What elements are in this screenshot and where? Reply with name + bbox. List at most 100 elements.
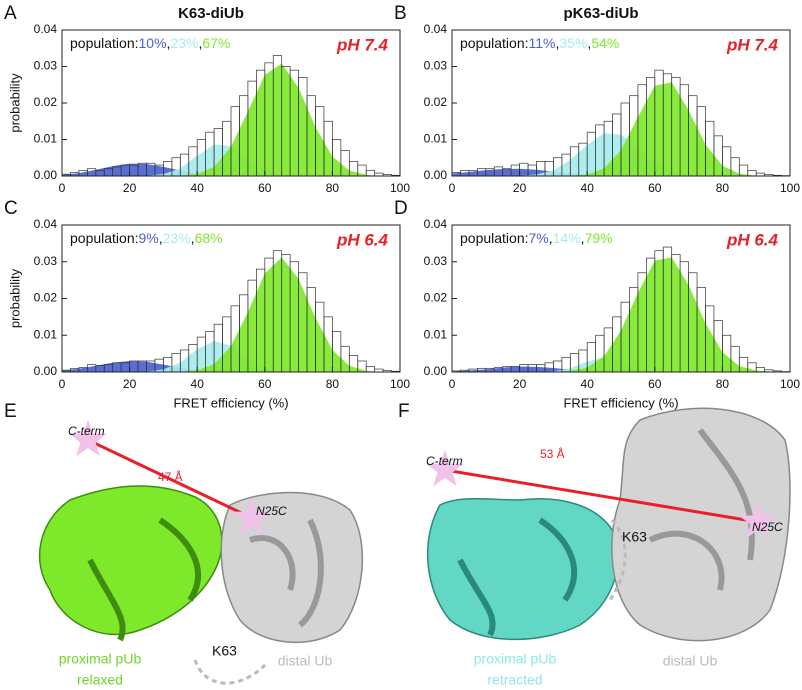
x-tick-label: 20 — [513, 377, 527, 391]
population-value: 79% — [585, 230, 613, 246]
separator: , — [191, 230, 195, 246]
ph-label: pH 6.4 — [336, 230, 389, 249]
x-axis-label: FRET efficiency (%) — [173, 395, 288, 410]
ph-label: pH 6.4 — [726, 230, 779, 249]
star — [426, 450, 464, 487]
x-tick-label: 60 — [258, 377, 272, 391]
y-tick-label: 0.02 — [424, 95, 448, 109]
separator: , — [198, 35, 202, 51]
population-value: 35% — [559, 35, 587, 51]
y-tick-label: 0.01 — [34, 327, 58, 341]
x-tick-label: 80 — [326, 377, 340, 391]
panel-letter: E — [4, 401, 17, 422]
panel-letter: A — [4, 3, 17, 24]
y-axis-label: probability — [7, 268, 22, 328]
proximal-label: proximal pUb — [59, 651, 142, 667]
k63-label: K63 — [212, 643, 237, 659]
x-tick-label: 60 — [648, 377, 662, 391]
distal-label: distal Ub — [278, 653, 333, 669]
distance-label: 53 Å — [540, 446, 565, 461]
x-axis-label: FRET efficiency (%) — [563, 395, 678, 410]
structure-e — [38, 420, 364, 685]
y-tick-label: 0.01 — [424, 327, 448, 341]
ribbon-detail — [249, 518, 324, 628]
separator: , — [167, 35, 171, 51]
y-tick-label: 0.04 — [424, 217, 448, 231]
y-tick-label: 0.01 — [34, 132, 58, 146]
distance-line — [87, 438, 253, 520]
population-label: population: — [70, 35, 139, 51]
ribbon-detail — [457, 517, 577, 637]
x-tick-label: 100 — [780, 377, 800, 391]
ribbon-detail — [648, 428, 755, 591]
x-tick-label: 80 — [326, 181, 340, 195]
ph-label: pH 7.4 — [336, 35, 389, 54]
cterm-label: C-term — [426, 454, 463, 468]
y-tick-label: 0.00 — [34, 364, 58, 378]
x-tick-label: 0 — [449, 181, 456, 195]
histogram-panel: 0.00 0.01 0.02 0.03 0.04 0 20 40 60 80 100 D FRET ef… — [394, 198, 800, 410]
y-tick-label: 0.00 — [424, 364, 448, 378]
y-tick-label: 0.00 — [424, 168, 448, 182]
x-tick-label: 100 — [390, 377, 410, 391]
y-tick-label: 0.00 — [34, 168, 58, 182]
x-tick-label: 40 — [191, 377, 205, 391]
x-tick-label: 80 — [716, 377, 730, 391]
population-value: 23% — [163, 230, 191, 246]
linker — [608, 518, 627, 601]
separator: , — [549, 230, 553, 246]
proximal-label: retracted — [487, 672, 542, 688]
x-tick-label: 40 — [581, 181, 595, 195]
n25c-label: N25C — [256, 504, 287, 518]
panel-letter: D — [394, 198, 408, 219]
y-tick-label: 0.03 — [424, 59, 448, 73]
y-tick-label: 0.04 — [424, 22, 448, 36]
distal-label: distal Ub — [663, 653, 718, 669]
star — [233, 498, 271, 535]
population-value: 10% — [139, 35, 167, 51]
y-axis-label: probability — [7, 73, 22, 133]
proximal-label: relaxed — [77, 672, 123, 688]
population-label: population: — [460, 230, 529, 246]
ph-label: pH 7.4 — [726, 35, 779, 54]
population-value: 67% — [202, 35, 230, 51]
x-tick-label: 20 — [513, 181, 527, 195]
x-tick-label: 20 — [123, 377, 137, 391]
population-label: population: — [70, 230, 139, 246]
x-tick-label: 0 — [59, 181, 66, 195]
population-annotation: population:11%,35%,54% — [460, 35, 619, 51]
distance-line — [444, 468, 759, 524]
y-tick-label: 0.02 — [34, 95, 58, 109]
cterm-label: C-term — [68, 424, 105, 438]
separator: , — [587, 35, 591, 51]
population-value: 14% — [553, 230, 581, 246]
y-tick-label: 0.04 — [34, 217, 58, 231]
population-annotation: population:7%,14%,79% — [460, 230, 613, 246]
x-tick-label: 20 — [123, 181, 137, 195]
proximal-ribbon — [426, 498, 619, 641]
population-value: 9% — [139, 230, 159, 246]
panel-letter: F — [398, 401, 410, 422]
x-tick-label: 100 — [780, 181, 800, 195]
distance-label: 47 Å — [158, 469, 183, 484]
population-value: 54% — [591, 35, 619, 51]
linker — [193, 659, 267, 685]
x-tick-label: 0 — [59, 377, 66, 391]
histogram-panel: 0.00 0.01 0.02 0.03 0.04 0 20 40 60 80 100 A K63-diU… — [4, 3, 410, 195]
population-annotation: population:10%,23%,67% — [70, 35, 230, 51]
proximal-ribbon — [38, 485, 223, 636]
star — [69, 420, 107, 457]
panel-letter: C — [4, 198, 18, 219]
star — [739, 502, 777, 539]
panel-title: K63-diUb — [178, 5, 244, 22]
population-label: population: — [460, 35, 529, 51]
population-value: 23% — [170, 35, 198, 51]
k63-label: K63 — [622, 529, 647, 545]
separator: , — [581, 230, 585, 246]
y-tick-label: 0.03 — [34, 59, 58, 73]
separator: , — [556, 35, 560, 51]
population-value: 7% — [529, 230, 549, 246]
x-tick-label: 80 — [716, 181, 730, 195]
y-tick-label: 0.02 — [34, 291, 58, 305]
